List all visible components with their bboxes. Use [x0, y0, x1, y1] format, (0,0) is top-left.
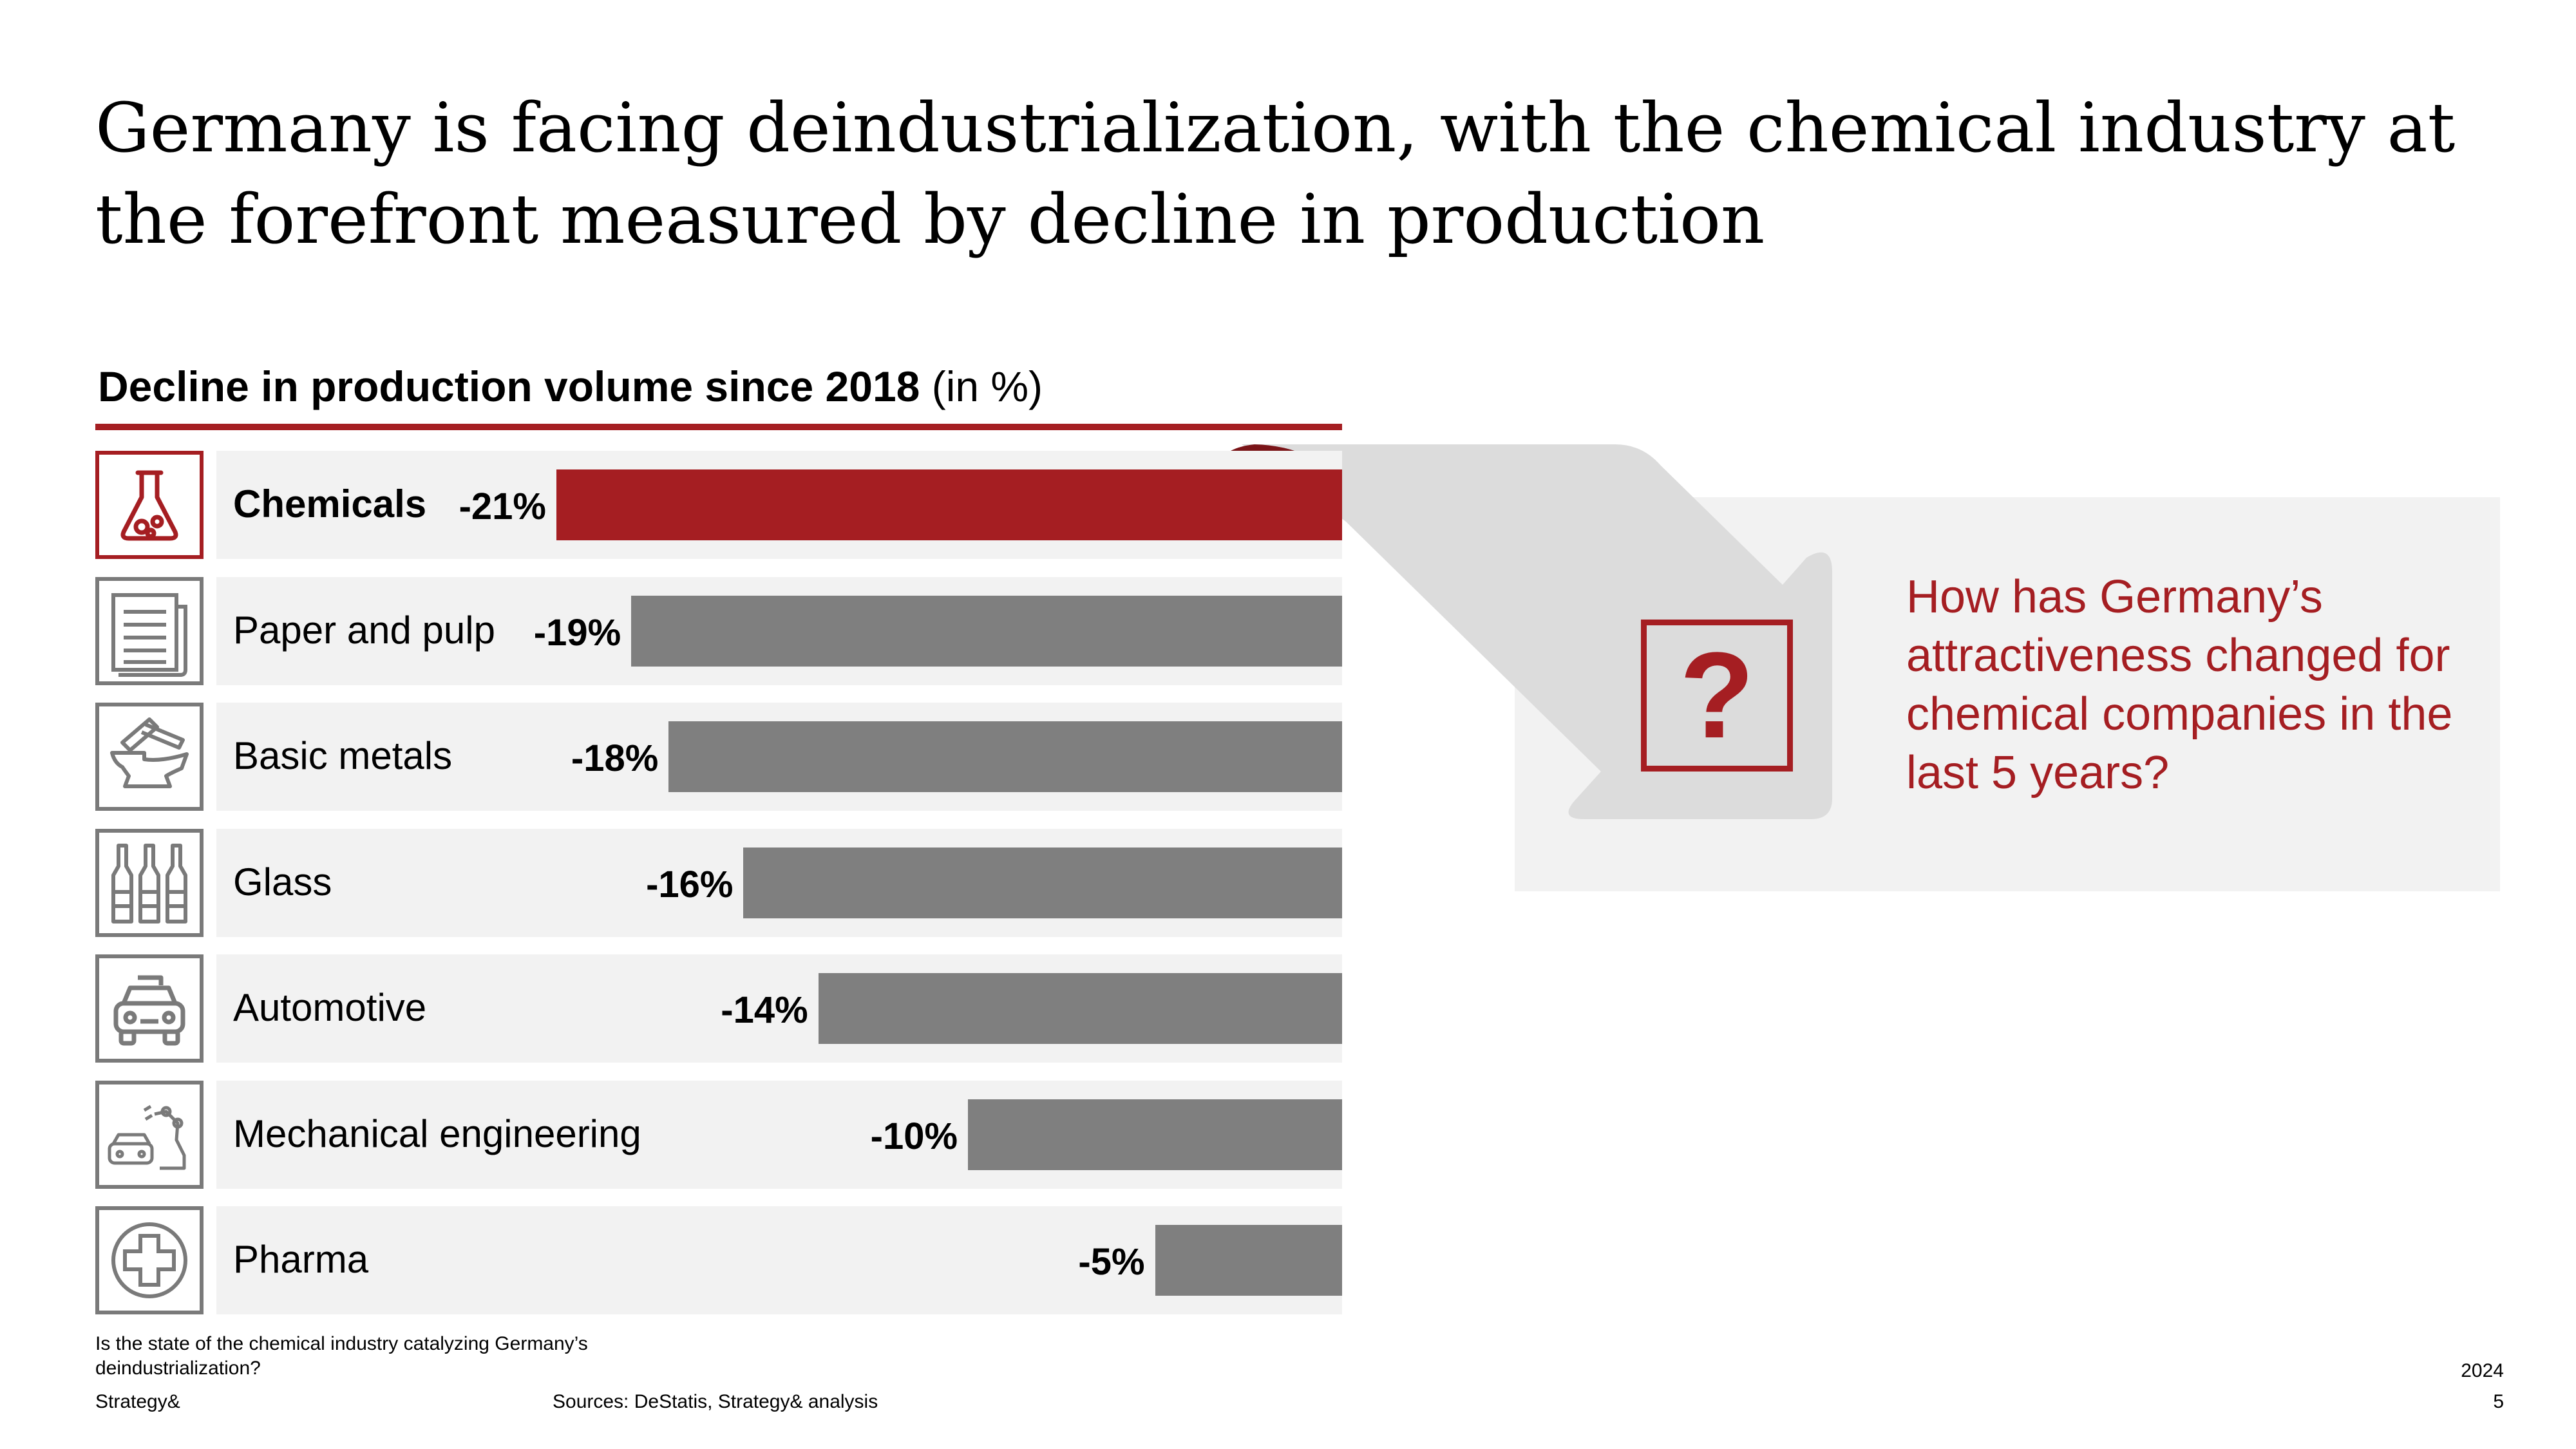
bar	[1155, 1225, 1342, 1296]
car-icon	[95, 954, 204, 1063]
category-label: Basic metals	[233, 734, 453, 777]
value-label: -16%	[646, 863, 734, 905]
value-label: -10%	[870, 1115, 958, 1157]
footer-source: Sources: DeStatis, Strategy& analysis	[553, 1391, 878, 1412]
bar	[968, 1099, 1342, 1170]
category-label: Pharma	[233, 1238, 369, 1281]
category-label: Paper and pulp	[233, 608, 495, 652]
chart-title: Decline in production volume since 2018 …	[98, 361, 1043, 412]
newspaper-icon	[95, 576, 204, 685]
callout-question: How has Germany’s attractiveness changed…	[1906, 571, 2453, 799]
bar-row-background	[216, 1206, 1342, 1314]
value-label: -5%	[1078, 1241, 1145, 1283]
flask-icon	[95, 451, 204, 559]
anvil-hammer-icon	[95, 703, 204, 811]
category-label: Mechanical engineering	[233, 1112, 641, 1155]
value-label: -18%	[571, 737, 659, 779]
chart-title-unit: (in %)	[920, 363, 1043, 410]
medical-cross-icon	[95, 1206, 204, 1314]
chart-title-main: Decline in production volume since 2018	[98, 363, 920, 410]
footer-brand: Strategy&	[95, 1391, 180, 1412]
bottles-icon	[95, 828, 204, 937]
value-label: -19%	[533, 611, 621, 654]
slide-title: Germany is facing deindustrialization, w…	[95, 88, 2456, 259]
footer-year: 2024	[2461, 1360, 2504, 1381]
category-label: Chemicals	[233, 482, 427, 526]
value-label: -14%	[721, 989, 808, 1031]
category-label: Glass	[233, 860, 332, 904]
chart-title-rule	[95, 424, 1342, 430]
value-label: -21%	[459, 486, 546, 527]
page-number: 5	[2493, 1391, 2504, 1412]
bar	[631, 595, 1342, 667]
bar	[668, 721, 1342, 792]
bar	[556, 469, 1342, 540]
footnote: Is the state of the chemical industry ca…	[95, 1333, 588, 1379]
bar	[743, 847, 1342, 918]
robot-arm-icon	[95, 1080, 204, 1189]
bar	[818, 973, 1342, 1044]
category-label: Automotive	[233, 986, 427, 1029]
question-mark-icon: ?	[1641, 620, 1793, 772]
